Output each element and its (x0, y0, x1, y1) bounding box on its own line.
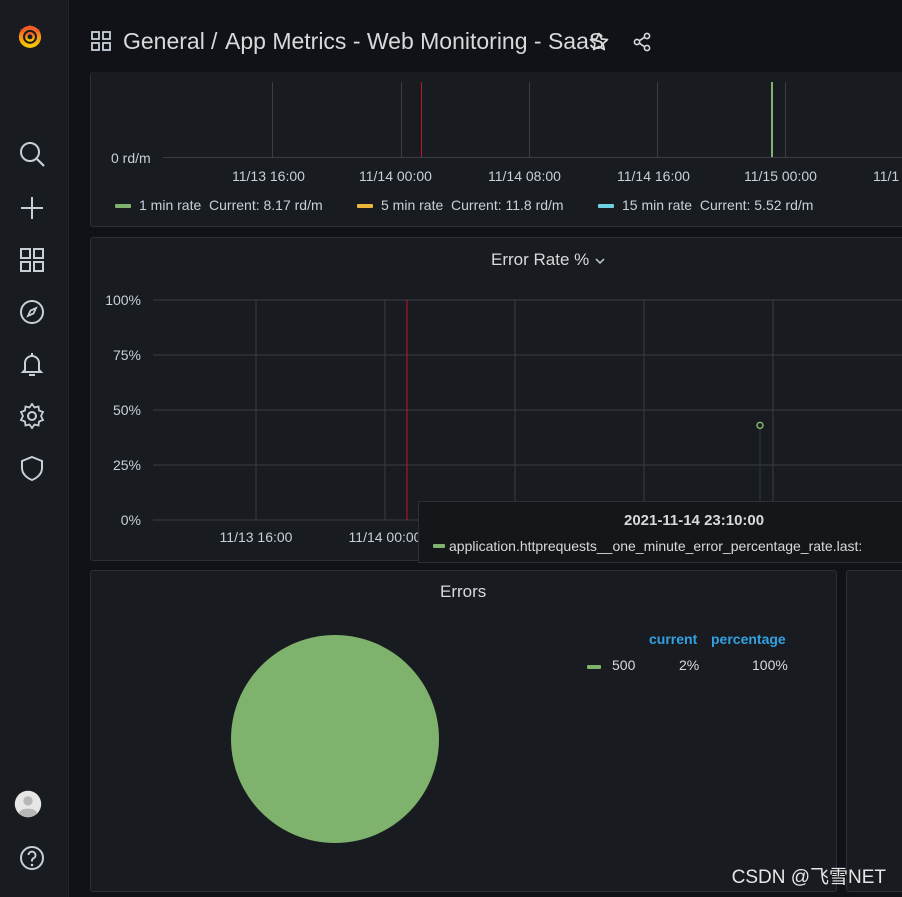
legend-item-1-min[interactable]: 1 min rate Current: 8.17 rd/m (115, 197, 323, 213)
x-tick: 11/1 (873, 168, 900, 184)
dashboard-grid-icon (91, 31, 111, 51)
chart-tooltip: 2021-11-14 23:10:00 application.httprequ… (418, 501, 902, 563)
shield-icon[interactable] (18, 454, 46, 482)
errors-panel: Errors current percentage 500 2% 100% (90, 570, 837, 892)
panel-title[interactable]: Error Rate % (491, 250, 590, 269)
x-tick-label: 11/13 16:00 (220, 529, 293, 545)
search-icon[interactable] (18, 140, 46, 168)
legend-label: 1 min rate (139, 197, 202, 213)
partial-panel (846, 570, 902, 892)
y-tick-label: 0% (121, 512, 141, 528)
y-axis-label: 0 rd/m (111, 150, 151, 166)
help-icon[interactable] (18, 844, 46, 872)
legend-swatch (587, 665, 601, 669)
x-tick-label: 11/14 00:00 (349, 529, 422, 545)
legend-label: 15 min rate (622, 197, 693, 213)
annotation-marker (421, 82, 422, 157)
page-title[interactable]: App Metrics - Web Monitoring - SaaS (225, 28, 605, 54)
legend-percentage: 100% (752, 657, 788, 673)
legend-current: Current: 11.8 rd/m (451, 197, 564, 213)
x-tick: 11/15 00:00 (744, 168, 817, 184)
column-header-current[interactable]: current (649, 631, 698, 647)
legend-current: Current: 5.52 rd/m (699, 197, 814, 213)
chevron-down-icon[interactable] (594, 254, 606, 266)
plus-icon[interactable] (18, 194, 46, 222)
column-header-percentage[interactable]: percentage (711, 631, 786, 647)
legend-label: 5 min rate (381, 197, 444, 213)
legend-item-5-min[interactable]: 5 min rate Current: 11.8 rd/m (357, 197, 564, 213)
y-tick-label: 50% (113, 402, 141, 418)
legend-item-15-min[interactable]: 15 min rate Current: 5.52 rd/m (598, 197, 813, 213)
y-tick-label: 25% (113, 457, 141, 473)
y-tick-label: 75% (113, 347, 141, 363)
pie-chart[interactable] (229, 633, 441, 845)
panel-title[interactable]: Errors (440, 582, 487, 601)
tooltip-time: 2021-11-14 23:10:00 (624, 512, 765, 529)
legend-row[interactable]: 500 2% 100% (587, 657, 797, 677)
bell-icon[interactable] (18, 350, 46, 378)
breadcrumb-separator: / (211, 28, 218, 54)
rate-panel: 0 rd/m 11/13 16:00 11/14 00:00 11/14 08:… (90, 72, 902, 227)
sidebar (0, 0, 69, 897)
x-tick: 11/14 08:00 (488, 168, 561, 184)
dashboards-icon[interactable] (18, 246, 46, 274)
x-tick: 11/13 16:00 (232, 168, 305, 184)
gear-icon[interactable] (18, 402, 46, 430)
star-icon[interactable] (589, 32, 609, 52)
legend-label: 500 (612, 657, 636, 673)
watermark: CSDN @飞雪NET (731, 867, 886, 888)
topbar: General / App Metrics - Web Monitoring -… (69, 0, 902, 82)
x-tick: 11/14 00:00 (359, 168, 432, 184)
tooltip-series: application.httprequests__one_minute_err… (449, 538, 863, 554)
breadcrumb-folder[interactable]: General (123, 28, 205, 54)
pie-slice-500[interactable] (231, 635, 439, 843)
y-tick-label: 100% (105, 292, 141, 308)
data-point (756, 421, 764, 430)
x-tick: 11/14 16:00 (617, 168, 690, 184)
share-icon[interactable] (632, 32, 652, 52)
legend-current: 2% (679, 657, 700, 673)
grafana-logo-icon[interactable] (16, 22, 50, 56)
legend-swatch (598, 204, 614, 209)
avatar[interactable] (14, 790, 50, 826)
legend-swatch (115, 204, 131, 209)
legend-current: Current: 8.17 rd/m (209, 197, 323, 213)
tooltip-swatch (433, 544, 445, 548)
series-spike (771, 82, 773, 157)
explore-icon[interactable] (18, 298, 46, 326)
legend-swatch (357, 204, 373, 209)
